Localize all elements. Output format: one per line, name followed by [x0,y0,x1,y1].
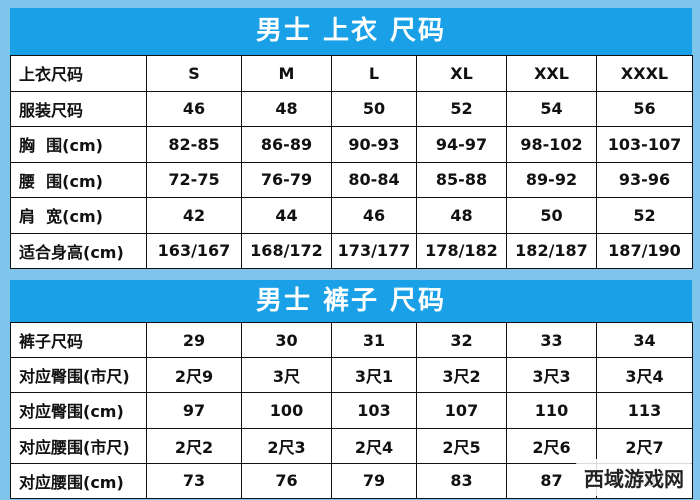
row-label: 肩 宽(cm) [10,197,147,234]
size-cell: 48 [416,197,507,234]
size-cell: 44 [241,197,332,234]
size-cell: 34 [596,321,693,359]
size-cell: 173/177 [331,232,417,269]
size-cell: 98-102 [506,126,597,163]
size-cell: 2尺3 [241,427,332,464]
size-cell: 2尺9 [146,357,242,394]
size-cell: 29 [146,321,242,359]
size-cell: 46 [331,197,417,234]
size-cell: 110 [506,392,597,429]
row-label: 对应腰围(市尺) [10,427,147,464]
size-cell: 52 [596,197,693,234]
table-row: 上衣尺码 S M L XL XXL XXXL [10,55,693,92]
size-cell: 52 [416,90,507,127]
size-cell: 107 [416,392,507,429]
size-cell: 79 [331,462,417,499]
size-cell: 3尺 [241,357,332,394]
size-cell: 93-96 [596,161,693,198]
size-cell: 3尺1 [331,357,417,394]
size-cell: 3尺4 [596,357,693,394]
size-cell: 30 [241,321,332,359]
size-cell: 76-79 [241,161,332,198]
size-cell: 3尺2 [416,357,507,394]
size-table: 上衣尺码 S M L XL XXL XXXL 服装尺码 46 48 50 52 54 56 胸 围(cm) 8… [10,55,693,269]
size-cell: 89-92 [506,161,597,198]
watermark: 西域游戏网 [576,459,692,496]
size-cell: 86-89 [241,126,332,163]
size-cell: 2尺5 [416,427,507,464]
section-title: 男士 裤子 尺码 [10,280,692,322]
size-cell: 82-85 [146,126,242,163]
size-cell: S [146,55,242,92]
size-cell: XL [416,55,507,92]
size-cell: 97 [146,392,242,429]
row-label: 腰 围(cm) [10,161,147,198]
size-cell: 31 [331,321,417,359]
row-label: 适合身高(cm) [10,232,147,269]
size-cell: 187/190 [596,232,693,269]
row-label: 对应臀围(市尺) [10,357,147,394]
row-label: 对应腰围(cm) [10,462,147,499]
table-row: 适合身高(cm) 163/167 168/172 173/177 178/182 182/… [10,232,693,269]
size-cell: 113 [596,392,693,429]
row-label: 对应臀围(cm) [10,392,147,429]
size-cell: XXXL [596,55,693,92]
size-cell: 103 [331,392,417,429]
size-cell: 178/182 [416,232,507,269]
table-row: 对应臀围(市尺) 2尺9 3尺 3尺1 3尺2 3尺3 3尺4 [10,357,693,394]
table-row: 对应臀围(cm) 97 100 103 107 110 113 [10,392,693,429]
size-cell: 73 [146,462,242,499]
table-row: 胸 围(cm) 82-85 86-89 90-93 94-97 98-102 103-107 [10,126,693,163]
size-cell: 85-88 [416,161,507,198]
size-cell: 2尺2 [146,427,242,464]
section-title: 男士 上衣 尺码 [10,8,692,55]
size-cell: 2尺4 [331,427,417,464]
size-cell: 42 [146,197,242,234]
size-cell: 100 [241,392,332,429]
table-row: 肩 宽(cm) 42 44 46 48 50 52 [10,197,693,234]
size-section: 男士 上衣 尺码 上衣尺码 S M L XL XXL XXXL 服装尺码 46 48 50 52 54 56… [10,8,693,269]
table-row: 对应腰围(市尺) 2尺2 2尺3 2尺4 2尺5 2尺6 2尺7 [10,427,693,464]
size-cell: 50 [506,197,597,234]
table-row: 服装尺码 46 48 50 52 54 56 [10,90,693,127]
size-cell: 76 [241,462,332,499]
size-cell: 56 [596,90,693,127]
size-cell: 94-97 [416,126,507,163]
size-cell: 32 [416,321,507,359]
size-cell: 54 [506,90,597,127]
size-cell: 163/167 [146,232,242,269]
size-cell: 2尺7 [596,427,693,464]
size-cell: XXL [506,55,597,92]
size-cell: M [241,55,332,92]
size-cell: 33 [506,321,597,359]
size-cell: 90-93 [331,126,417,163]
size-cell: L [331,55,417,92]
row-label: 服装尺码 [10,90,147,127]
row-label: 裤子尺码 [10,321,147,359]
size-cell: 46 [146,90,242,127]
size-cell: 72-75 [146,161,242,198]
row-label: 上衣尺码 [10,55,147,92]
size-cell: 48 [241,90,332,127]
table-row: 腰 围(cm) 72-75 76-79 80-84 85-88 89-92 93-96 [10,161,693,198]
size-cell: 182/187 [506,232,597,269]
size-cell: 103-107 [596,126,693,163]
size-cell: 50 [331,90,417,127]
size-cell: 2尺6 [506,427,597,464]
size-cell: 3尺3 [506,357,597,394]
size-cell: 83 [416,462,507,499]
row-label: 胸 围(cm) [10,126,147,163]
table-row: 裤子尺码 29 30 31 32 33 34 [10,321,693,359]
size-cell: 168/172 [241,232,332,269]
size-cell: 80-84 [331,161,417,198]
